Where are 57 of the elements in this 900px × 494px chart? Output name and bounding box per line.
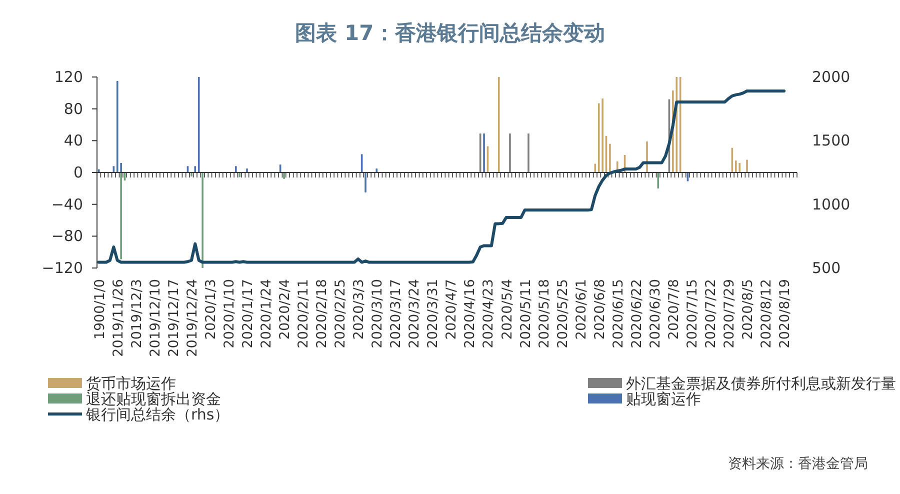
y2-tick-label: 1500 <box>812 132 850 150</box>
y-tick-label: 120 <box>54 68 83 86</box>
x-tick-label: 2020/4/16 <box>462 279 478 348</box>
legend-label: 外汇基金票据及债券所付利息或新发行量 <box>626 374 896 392</box>
x-tick-label: 2020/6/8 <box>592 279 608 340</box>
y2-tick-label: 500 <box>812 259 841 277</box>
y-tick-label: −80 <box>51 227 83 246</box>
x-tick-label: 2020/2/25 <box>332 279 349 348</box>
x-tick-label: 2020/4/7 <box>444 279 460 340</box>
y-tick-label: −40 <box>51 195 83 214</box>
x-tick-label: 2020/5/25 <box>554 279 571 348</box>
x-tick-label: 2019/12/3 <box>128 279 145 348</box>
x-tick-label: 2020/3/10 <box>370 279 386 348</box>
x-tick-label: 2020/6/1 <box>573 279 590 340</box>
x-tick-label: 2020/5/11 <box>518 279 534 348</box>
x-tick-label: 2020/8/5 <box>740 279 756 340</box>
x-tick-label: 2020/1/3 <box>202 279 219 340</box>
x-tick-label: 2020/2/18 <box>314 279 330 348</box>
legend-label: 货币市场运作 <box>86 374 176 392</box>
x-tick-label: 2020/7/22 <box>702 279 719 348</box>
x-tick-label: 2020/7/8 <box>666 279 682 340</box>
x-tick-label: 1900/1/0 <box>92 279 108 340</box>
x-tick-label: 2020/8/12 <box>758 279 775 348</box>
x-tick-label: 2020/5/18 <box>536 279 552 348</box>
x-tick-label: 2020/1/17 <box>240 279 256 348</box>
y2-tick-label: 1000 <box>812 195 850 214</box>
y-tick-label: −120 <box>42 259 83 277</box>
x-tick-label: 2020/1/24 <box>258 279 275 348</box>
x-tick-label: 2020/3/3 <box>351 279 368 340</box>
x-tick-label: 2020/5/4 <box>499 279 516 340</box>
x-tick-label: 2019/12/17 <box>166 279 182 357</box>
legend-label: 银行间总结余（rhs） <box>85 406 230 424</box>
x-tick-label: 2020/1/10 <box>221 279 238 348</box>
x-tick-label: 2020/3/24 <box>406 279 423 348</box>
y-tick-label: 40 <box>64 132 83 150</box>
legend-label: 贴现窗运作 <box>626 390 701 408</box>
x-tick-label: 2019/11/26 <box>110 279 126 357</box>
x-tick-label: 2020/6/22 <box>628 279 645 348</box>
x-tick-label: 2020/6/15 <box>610 279 626 348</box>
y-tick-label: 0 <box>73 164 83 182</box>
x-tick-label: 2019/12/24 <box>184 279 200 357</box>
y2-tick-label: 2000 <box>812 68 850 86</box>
x-tick-label: 2020/8/19 <box>777 279 794 348</box>
x-tick-label: 2020/3/17 <box>388 279 404 348</box>
legend-label: 退还贴现窗拆出资金 <box>86 390 221 408</box>
x-tick-label: 2020/2/11 <box>296 279 312 348</box>
x-tick-label: 2020/4/23 <box>480 279 497 348</box>
y-tick-label: 80 <box>64 100 83 118</box>
x-tick-label: 2020/7/29 <box>721 279 738 348</box>
x-tick-label: 2020/2/4 <box>277 279 294 340</box>
text: 资料来源：香港金管局 <box>728 456 868 472</box>
x-tick-label: 2020/3/31 <box>425 279 442 348</box>
x-tick-label: 2019/12/10 <box>147 279 164 357</box>
x-tick-label: 2020/6/30 <box>647 279 664 348</box>
line-series <box>97 90 786 264</box>
x-tick-label: 2020/7/15 <box>684 279 700 348</box>
chart-title: 图表 17：香港银行间总结余变动 <box>295 21 605 45</box>
